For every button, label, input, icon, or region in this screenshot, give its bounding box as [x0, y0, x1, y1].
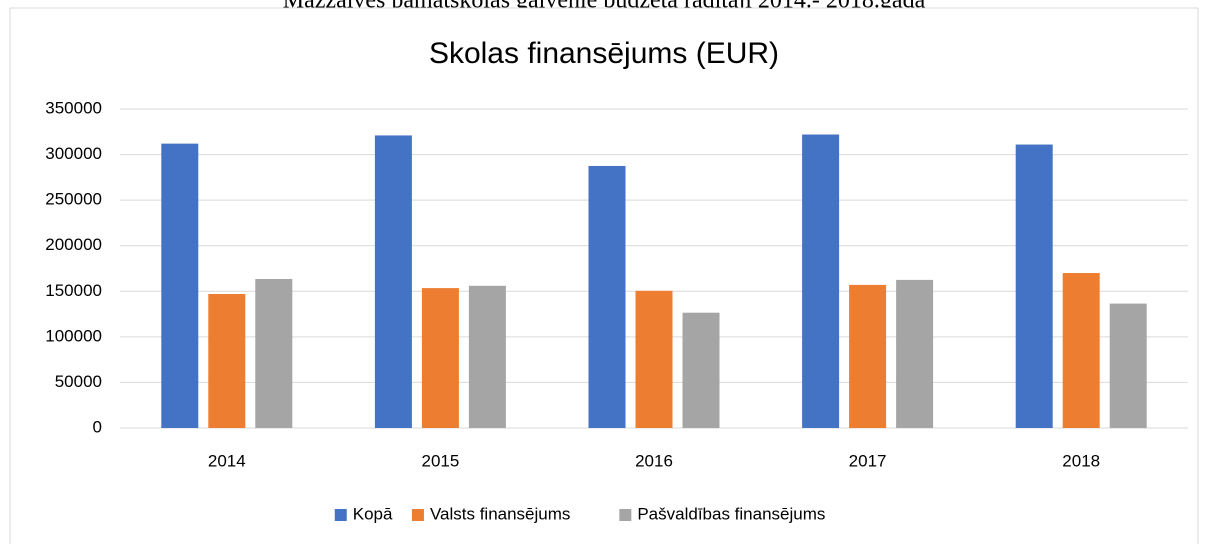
bar	[588, 165, 626, 428]
bar	[896, 279, 934, 428]
legend-swatch	[411, 509, 424, 521]
bar	[208, 294, 246, 428]
bar	[682, 312, 720, 428]
chart-title: Skolas finansējums (EUR)	[429, 37, 779, 70]
x-tick-label: 2014	[208, 451, 246, 470]
bar	[255, 278, 293, 428]
x-tick-label: 2016	[635, 451, 673, 470]
x-tick-label: 2018	[1062, 451, 1100, 470]
bar	[161, 143, 199, 429]
bar	[1109, 303, 1147, 428]
legend-label: Pašvaldības finansējums	[637, 504, 825, 523]
y-tick-label: 150000	[45, 281, 102, 300]
y-tick-label: 100000	[45, 326, 102, 345]
y-tick-label: 250000	[45, 190, 102, 209]
legend-swatch	[334, 509, 347, 521]
legend-label: Valsts finansējums	[430, 504, 570, 523]
bar	[849, 284, 887, 428]
y-tick-label: 50000	[55, 372, 102, 391]
legend-swatch	[619, 509, 632, 521]
legend-label: Kopā	[353, 504, 393, 523]
bar	[802, 134, 840, 428]
y-tick-label: 350000	[45, 98, 102, 117]
y-tick-label: 200000	[45, 235, 102, 254]
bar	[1015, 144, 1053, 428]
bar	[374, 135, 412, 428]
x-tick-label: 2017	[849, 451, 887, 470]
x-tick-label: 2015	[421, 451, 459, 470]
bar	[421, 288, 459, 428]
y-tick-label: 300000	[45, 144, 102, 163]
y-tick-label: 0	[93, 417, 102, 436]
bar	[1062, 273, 1100, 428]
bar	[468, 285, 506, 428]
bar	[635, 290, 673, 428]
